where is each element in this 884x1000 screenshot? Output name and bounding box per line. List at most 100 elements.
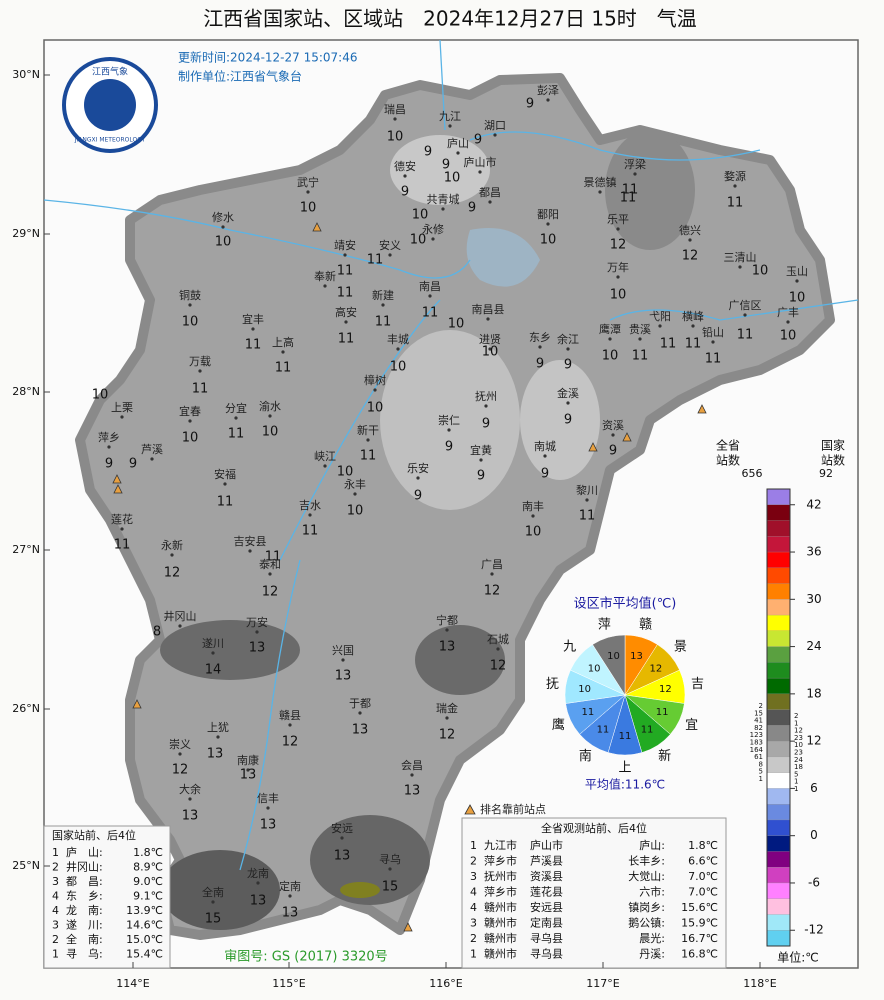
station-value: 11 — [579, 509, 596, 524]
station-dot — [281, 350, 285, 354]
station-name: 九江 — [439, 110, 461, 123]
colorbar-tick-label: 36 — [806, 545, 821, 559]
color-bin — [766, 914, 791, 931]
station-value: 10 — [412, 208, 429, 223]
all-row-cell: 16.7℃ — [681, 932, 718, 945]
station-name: 共青城 — [427, 193, 460, 206]
station-name: 永修 — [422, 222, 444, 236]
station-dot — [488, 200, 492, 204]
cool-area — [415, 625, 505, 695]
station-dot — [344, 320, 348, 324]
station-value: 11 — [337, 264, 354, 279]
color-bin — [766, 867, 791, 884]
station-value: 11 — [275, 361, 292, 376]
station-value: 10 — [525, 525, 542, 540]
station-dot — [178, 752, 182, 756]
station-dot — [448, 124, 452, 128]
station-name: 石城 — [487, 633, 509, 646]
color-bin — [766, 835, 791, 852]
lat-label: 30°N — [12, 68, 40, 81]
station-value: 10 — [215, 235, 232, 250]
station-dot — [308, 513, 312, 517]
color-bin — [766, 488, 791, 506]
station-name: 黎川 — [576, 483, 598, 497]
warm-area — [390, 135, 490, 205]
national-count: 24 — [794, 756, 803, 764]
station-name: 万载 — [189, 355, 211, 368]
all-row-cell: 4 — [470, 901, 477, 914]
station-dot — [188, 303, 192, 307]
color-bin — [766, 709, 791, 726]
station-name: 全南 — [202, 885, 224, 899]
station-dot — [543, 454, 547, 458]
station-value: 10 — [182, 315, 199, 330]
color-bin — [766, 693, 791, 711]
lon-label: 114°E — [116, 977, 149, 990]
station-dot — [211, 900, 215, 904]
station-dot — [120, 415, 124, 419]
river — [43, 39, 859, 871]
station-value: 10 — [448, 317, 465, 332]
slice-name: 鹰 — [552, 717, 565, 733]
slice-name: 新 — [658, 748, 671, 764]
all-row-cell: 2 — [470, 932, 477, 945]
station-name: 宜黄 — [470, 443, 492, 457]
station-name: 南昌县 — [472, 303, 505, 316]
slice-name: 南 — [579, 748, 592, 764]
all-row-cell: 镇岗乡: — [628, 900, 665, 914]
slice-value: 10 — [588, 663, 601, 674]
station-name: 彭泽 — [537, 83, 559, 97]
station-value: 11 — [727, 196, 744, 211]
all-table-title: 全省观测站前、后4位 — [541, 821, 647, 835]
lat-label: 25°N — [12, 859, 40, 872]
all-row-cell: 庐山市 — [530, 838, 563, 852]
station-name: 会昌 — [401, 759, 423, 772]
station-name: 上高 — [272, 335, 294, 349]
station-dot — [223, 482, 227, 486]
station-dot — [688, 238, 692, 242]
station-dot — [323, 284, 327, 288]
slice-name: 萍 — [598, 617, 611, 632]
national-count: 1 — [794, 778, 798, 786]
province-count: 5 — [759, 768, 763, 776]
station-name: 三清山 — [724, 251, 757, 264]
station-value: 10 — [390, 360, 407, 375]
station-dot — [198, 369, 202, 373]
station-name: 新建 — [372, 288, 394, 302]
station-name: 湖口 — [484, 119, 506, 132]
station-name: 武宁 — [297, 175, 319, 189]
station-name: 井冈山 — [164, 609, 197, 623]
update-time: 更新时间:2024-12-27 15:07:46 — [178, 50, 358, 65]
all-row-cell: 寻乌县 — [530, 931, 563, 945]
station-name: 吉水 — [299, 499, 321, 512]
national-table-title: 国家站前、后4位 — [52, 828, 136, 842]
station-dot — [478, 170, 482, 174]
colorbar-tick-label: 12 — [806, 734, 821, 748]
station-name: 进贤 — [479, 333, 501, 346]
station-value: 9 — [474, 133, 482, 148]
station-name: 德安 — [394, 159, 416, 173]
national-row-cell: 寻 乌: — [66, 947, 103, 961]
station-value: 11 — [228, 427, 245, 442]
station-dot — [496, 647, 500, 651]
warm-area — [520, 360, 600, 480]
all-row-cell: 鹅公镇: — [628, 916, 665, 930]
all-row-cell: 九江市 — [484, 838, 517, 852]
station-name: 于都 — [349, 697, 371, 710]
station-value: 13 — [260, 818, 277, 833]
station-value: 10 — [92, 388, 109, 403]
national-count: 10 — [794, 741, 803, 749]
color-bin — [766, 504, 791, 521]
station-dot — [234, 416, 238, 420]
station-value: 10 — [610, 288, 627, 303]
station-value: 9 — [477, 469, 485, 484]
station-name: 崇仁 — [438, 414, 460, 427]
station-dot — [608, 337, 612, 341]
station-name: 德兴 — [679, 223, 701, 237]
station-dot — [795, 279, 799, 283]
cool-area — [310, 815, 430, 905]
station-value: 9 — [468, 201, 476, 216]
station-name: 吉安县 — [234, 534, 267, 548]
national-count: 18 — [794, 763, 803, 771]
province-total: 656 — [742, 467, 763, 480]
